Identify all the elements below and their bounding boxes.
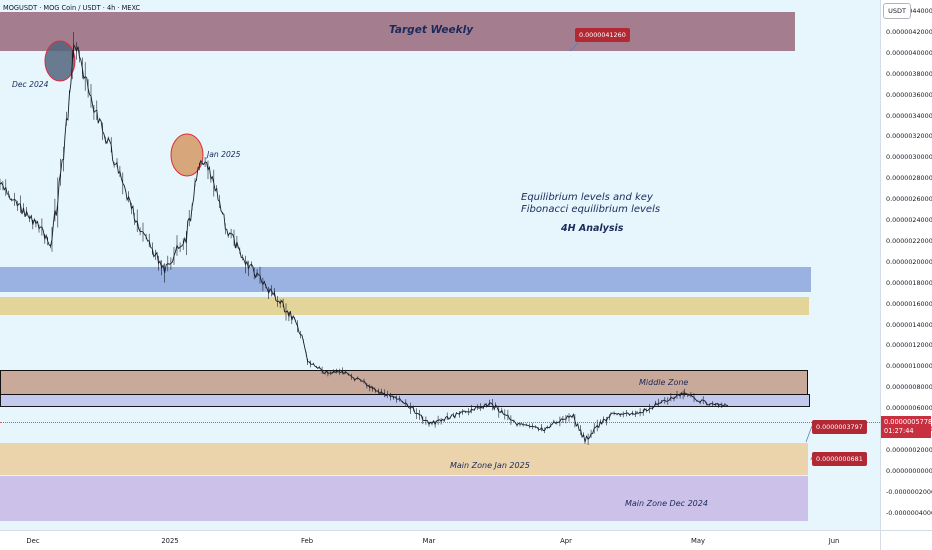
current-price-badge: 0.0000005778 01:27:44 <box>881 416 932 438</box>
main-zone-jan-2025[interactable] <box>0 443 808 475</box>
price-tick: 0.0000024000 <box>886 216 932 224</box>
jan-2025-highlight-circle <box>170 133 204 177</box>
price-tick: 0.0000020000 <box>886 257 932 266</box>
price-tick: 0.0000000000 <box>886 466 932 475</box>
price-tick: 0.0000026000 <box>886 195 932 204</box>
price-tick: 0.0000010000 <box>886 362 932 371</box>
blue-equilibrium-zone[interactable] <box>0 267 811 292</box>
target-price-label[interactable]: 0.0000041260 <box>575 28 630 42</box>
time-axis[interactable]: Dec 2025 Feb Mar Apr May Jun <box>0 530 880 550</box>
price-tick: 0.0000022000 <box>886 236 932 245</box>
price-tick: 0.0000036000 <box>886 90 932 99</box>
equilibrium-text-line1: Equilibrium levels and key <box>521 192 653 203</box>
price-tick: 0.0000042000 <box>886 27 932 36</box>
dec-2024-annotation: Dec 2024 <box>12 80 49 89</box>
time-tick: Dec <box>26 537 40 545</box>
price-tick: 0.0000030000 <box>886 153 932 162</box>
price-tick: 0.0000040000 <box>886 48 932 57</box>
level-2-price-label[interactable]: 0.0000000681 <box>812 452 867 466</box>
main-zone-dec-2024[interactable] <box>0 476 808 521</box>
price-tick: 0.0000028000 <box>886 174 932 183</box>
candle-countdown: 01:27:44 <box>884 427 914 435</box>
current-price-value: 0.0000005778 <box>884 418 932 426</box>
target-weekly-label: Target Weekly <box>389 24 474 36</box>
price-tick: 0.0000012000 <box>886 341 932 350</box>
time-tick: 2025 <box>161 537 179 545</box>
price-line <box>0 43 729 443</box>
price-axis[interactable]: 0.00000440000.00000420000.00000400000.00… <box>880 0 932 530</box>
time-tick: Feb <box>300 537 314 545</box>
equilibrium-text-line2: Fibonacci equilibrium levels <box>521 204 661 215</box>
axis-corner <box>880 530 932 550</box>
main-zone-jan-label: Main Zone Jan 2025 <box>450 461 530 470</box>
time-tick: Jun <box>828 537 840 545</box>
price-tick: 0.0000034000 <box>886 111 932 120</box>
target-weekly-zone[interactable] <box>0 12 795 51</box>
time-tick: May <box>690 537 706 545</box>
fibonacci-zone[interactable] <box>0 297 809 315</box>
currency-button[interactable]: USDT <box>883 3 911 19</box>
symbol-title[interactable]: MOGUSDT · MOG Coin / USDT · 4h · MEXC <box>3 4 141 12</box>
middle-zone-label: Middle Zone <box>639 378 689 387</box>
price-candles <box>0 32 726 445</box>
price-tick: 0.0000016000 <box>886 299 932 308</box>
price-tick: 0.0000014000 <box>886 320 932 329</box>
dec-2024-highlight-circle <box>44 40 76 82</box>
current-price-line <box>0 422 880 423</box>
price-tick: 0.0000006000 <box>886 404 932 413</box>
analysis-4h-label: 4H Analysis <box>561 223 624 234</box>
price-tick: -0.0000004000 <box>886 508 932 517</box>
main-zone-dec-label: Main Zone Dec 2024 <box>625 499 708 508</box>
price-tick: 0.0000038000 <box>886 69 932 78</box>
middle-zone[interactable] <box>0 370 808 395</box>
price-tick: 0.0000018000 <box>886 278 932 287</box>
price-tick: -0.0000002000 <box>886 487 932 496</box>
price-tick: 0.0000008000 <box>886 383 932 392</box>
price-chart-svg[interactable] <box>0 0 880 530</box>
chart-area[interactable]: Target Weekly Middle Zone Main Zone Jan … <box>0 0 880 530</box>
level-connectors <box>805 425 813 460</box>
price-tick: 0.0000032000 <box>886 132 932 141</box>
target-connector-line <box>569 42 579 52</box>
price-tick: 0.0000002000 <box>886 445 932 454</box>
time-tick: Mar <box>422 537 436 545</box>
time-tick: Apr <box>560 537 572 545</box>
jan-2025-annotation: Jan 2025 <box>207 150 241 159</box>
level-1-price-label[interactable]: 0.0000003797 <box>812 420 867 434</box>
